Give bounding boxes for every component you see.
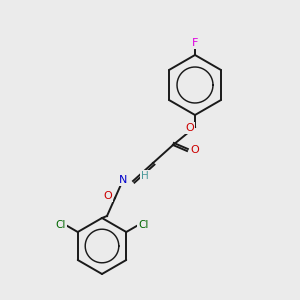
Text: O: O [103, 191, 112, 201]
Text: N: N [119, 175, 127, 185]
Text: Cl: Cl [139, 220, 149, 230]
Text: O: O [190, 145, 200, 155]
Text: Cl: Cl [55, 220, 65, 230]
Text: F: F [192, 38, 198, 48]
Text: O: O [186, 123, 194, 133]
Text: H: H [141, 171, 149, 181]
